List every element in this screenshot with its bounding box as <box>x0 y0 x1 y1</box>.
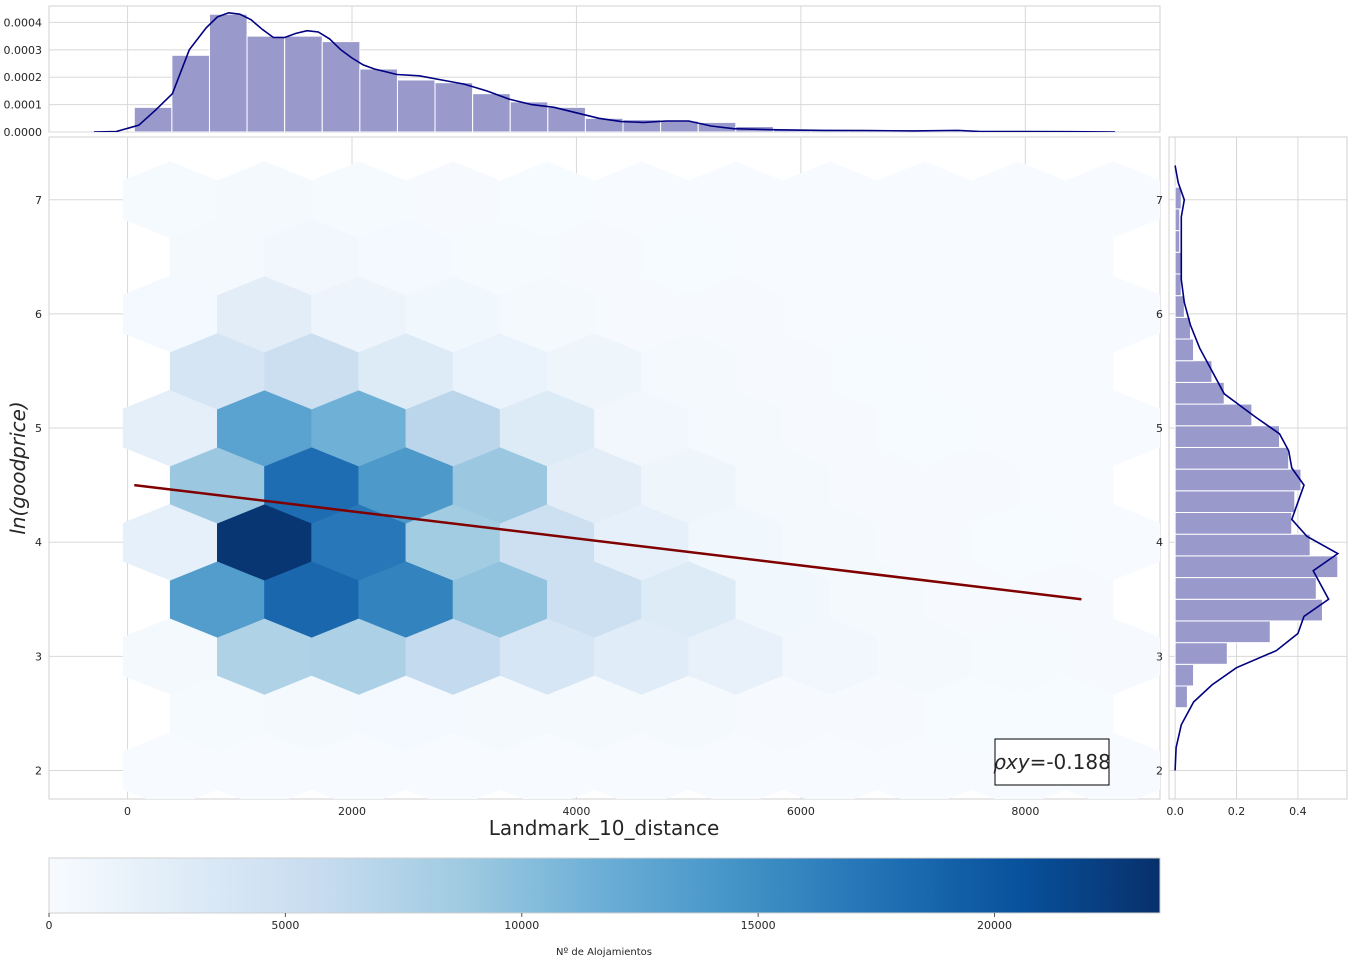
main-x-tick-label: 8000 <box>1011 805 1039 818</box>
right-histogram-bar <box>1174 663 1195 687</box>
main-panel: 0 2000 4000 6000 8000 2 3 4 5 6 7 Landmark_10_dis… <box>6 136 1161 840</box>
colorbar: 0 5000 10000 15000 20000 Nº de Alojamientos <box>46 857 1161 958</box>
right-y-tick-label: 7 <box>1156 194 1163 207</box>
top-y-tick-label: 0.0002 <box>4 71 43 84</box>
top-histogram-bar <box>434 82 474 132</box>
right-y-tick-label: 3 <box>1156 650 1163 663</box>
regression-line <box>134 483 1082 601</box>
colorbar-ticks: 0 5000 10000 15000 20000 <box>46 913 1012 932</box>
colorbar-tick-label: 20000 <box>977 919 1012 932</box>
top-y-tick-label: 0.0000 <box>4 126 43 139</box>
right-x-tick-label: 0.2 <box>1228 805 1246 818</box>
main-y-tick-label: 7 <box>35 194 42 207</box>
hexbin-cell <box>1065 161 1160 239</box>
regression-line-path <box>134 483 1082 601</box>
main-x-tick-label: 4000 <box>562 805 590 818</box>
correlation-value: =-0.188 <box>1030 750 1111 774</box>
right-y-tick-label: 2 <box>1156 764 1163 777</box>
right-marginal-y-ticks: 2 3 4 5 6 7 <box>1156 194 1163 778</box>
top-histogram-bar <box>359 68 398 132</box>
right-x-tick-label: 0.0 <box>1166 805 1184 818</box>
top-y-tick-label: 0.0003 <box>4 44 43 57</box>
right-histogram-bar <box>1174 251 1182 275</box>
top-histogram-bar <box>284 35 323 132</box>
right-histogram-bar <box>1174 273 1182 297</box>
colorbar-tick-label: 0 <box>46 919 53 932</box>
right-histogram-bar <box>1174 620 1271 644</box>
right-histogram-bar <box>1174 685 1188 709</box>
top-kde-curve <box>93 11 1116 132</box>
top-histogram-bar <box>472 93 511 132</box>
main-y-tick-label: 5 <box>35 422 42 435</box>
right-histogram-bar <box>1174 555 1339 579</box>
right-histogram-bar <box>1174 512 1293 535</box>
main-y-tick-label: 2 <box>35 764 42 777</box>
main-x-tick-label: 6000 <box>787 805 815 818</box>
right-x-tick-label: 0.4 <box>1289 805 1307 818</box>
top-histogram-bar <box>547 106 586 132</box>
correlation-annotation: ρxy=-0.188 <box>993 738 1111 786</box>
main-y-tick-label: 4 <box>35 536 42 549</box>
top-histogram-bar <box>246 35 286 132</box>
colorbar-tick-label: 10000 <box>504 919 539 932</box>
main-y-ticks: 2 3 4 5 6 7 <box>35 194 42 778</box>
right-histogram-bar <box>1174 425 1280 448</box>
right-marginal-x-ticks: 0.0 0.2 0.4 <box>1166 805 1306 818</box>
top-histogram-bar <box>321 41 361 132</box>
right-y-tick-label: 5 <box>1156 422 1163 435</box>
top-y-tick-label: 0.0001 <box>4 99 43 112</box>
right-histogram-bar <box>1174 208 1181 232</box>
right-histogram-bar <box>1174 316 1191 340</box>
correlation-text: ρxy=-0.188 <box>993 750 1111 774</box>
main-x-tick-label: 0 <box>124 805 131 818</box>
right-histogram-bar <box>1174 230 1181 253</box>
right-y-tick-label: 4 <box>1156 536 1163 549</box>
colorbar-tick-label: 5000 <box>271 919 299 932</box>
right-histogram-bar <box>1174 338 1195 362</box>
right-histogram-bar <box>1174 490 1296 514</box>
right-histogram-bar <box>1174 403 1253 427</box>
right-histogram-bar <box>1174 186 1182 210</box>
top-histogram-bar <box>171 54 210 132</box>
main-y-tick-label: 6 <box>35 308 42 321</box>
top-histogram-bar <box>396 79 436 132</box>
colorbar-gradient <box>48 857 1161 914</box>
top-histogram-bar <box>208 13 248 132</box>
correlation-box <box>994 738 1110 786</box>
right-kde-curve <box>1174 165 1340 771</box>
right-histogram-bar <box>1174 598 1323 622</box>
right-marginal-bars <box>1174 186 1339 709</box>
main-x-tick-label: 2000 <box>338 805 366 818</box>
x-axis-label: Landmark_10_distance <box>489 816 720 840</box>
right-histogram-bar <box>1174 468 1302 492</box>
colorbar-tick-label: 15000 <box>741 919 776 932</box>
right-marginal-panel: 0.0 0.2 0.4 2 3 4 5 6 7 <box>1156 136 1348 818</box>
right-histogram-bar <box>1174 381 1225 405</box>
y-axis-label: ln(goodprice) <box>6 401 30 534</box>
right-histogram-bar <box>1174 360 1213 383</box>
top-histogram-bar <box>509 101 549 132</box>
right-histogram-bar <box>1174 446 1290 470</box>
right-histogram-bar <box>1174 577 1317 600</box>
top-y-tick-label: 0.0004 <box>4 16 43 29</box>
top-histogram-bar <box>133 106 173 132</box>
main-y-tick-label: 3 <box>35 650 42 663</box>
colorbar-label: Nº de Alojamientos <box>556 947 652 958</box>
top-marginal-kde <box>93 11 1116 132</box>
top-marginal-bars <box>133 13 1113 132</box>
right-histogram-bar <box>1174 642 1228 665</box>
correlation-symbol: ρxy <box>993 750 1031 774</box>
right-histogram-bar <box>1174 533 1311 557</box>
right-y-tick-label: 6 <box>1156 308 1163 321</box>
main-x-ticks: 0 2000 4000 6000 8000 <box>124 805 1039 818</box>
top-histogram-bar <box>660 120 699 132</box>
right-marginal-kde <box>1174 165 1340 771</box>
top-marginal-y-ticks: 0.0000 0.0001 0.0002 0.0003 0.0004 <box>4 16 43 139</box>
hexbin-cells <box>122 161 1160 799</box>
right-histogram-bar <box>1174 295 1185 318</box>
